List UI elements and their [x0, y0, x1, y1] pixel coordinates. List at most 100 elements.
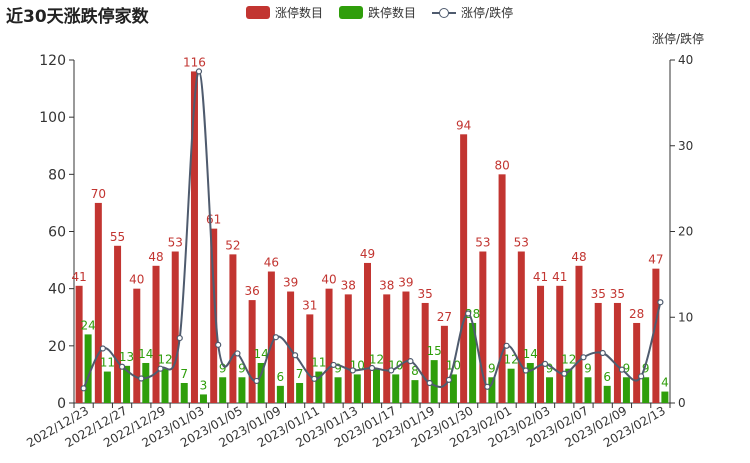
bar-up — [652, 268, 660, 403]
ratio-point — [80, 385, 87, 392]
bar-down-label: 7 — [180, 367, 188, 381]
ratio-point — [349, 367, 356, 374]
y-right-tick-label: 0 — [678, 396, 686, 410]
bar-down-label: 9 — [238, 361, 246, 375]
legend-item-ratio[interactable]: 涨停/跌停 — [432, 4, 513, 21]
bar-down-label: 12 — [503, 353, 518, 367]
bar-down-label: 9 — [546, 361, 554, 375]
ratio-point — [330, 361, 337, 369]
bar-down-label: 9 — [334, 361, 342, 375]
ratio-point — [234, 350, 241, 357]
bar-up — [229, 254, 237, 403]
bar-down — [219, 377, 227, 403]
bar-up-label: 46 — [264, 256, 279, 270]
bar-down-label: 11 — [311, 356, 326, 370]
y-left-tick-label: 120 — [39, 53, 66, 69]
ratio-point — [522, 367, 529, 374]
bar-up-label: 48 — [571, 250, 586, 264]
bar-up-label: 80 — [494, 158, 509, 172]
bar-up — [383, 294, 391, 403]
legend-item-down[interactable]: 跌停数目 — [339, 4, 416, 21]
bar-up-label: 94 — [456, 118, 471, 132]
bar-up — [537, 285, 545, 403]
right-axis-name: 涨停/跌停 — [651, 32, 704, 46]
bar-down-label: 11 — [100, 356, 115, 370]
bar-up-label: 40 — [129, 273, 144, 287]
y-right-tick-label: 20 — [678, 225, 693, 239]
y-right-tick-label: 30 — [678, 139, 693, 153]
ratio-point — [618, 366, 626, 373]
bar-down — [430, 360, 438, 403]
legend-swatch-down — [339, 6, 364, 19]
bar-down — [276, 385, 284, 403]
bar-down — [315, 371, 323, 403]
legend: 涨停数目 跌停数目 涨停/跌停 — [246, 4, 513, 21]
y-right-tick-label: 40 — [678, 53, 693, 67]
ratio-point — [561, 370, 568, 377]
bar-up — [421, 302, 429, 403]
ratio-point — [215, 341, 222, 348]
bar-down-label: 12 — [561, 353, 576, 367]
bar-up — [440, 325, 448, 403]
bar-down-label: 14 — [138, 347, 153, 361]
ratio-point — [388, 367, 395, 374]
ratio-point — [484, 383, 491, 390]
bar-up-label: 41 — [552, 270, 567, 284]
ratio-point — [638, 373, 645, 380]
bar-up — [498, 174, 506, 403]
bar-down — [353, 374, 361, 403]
bar-up — [287, 291, 295, 403]
bar-down-label: 6 — [277, 370, 285, 384]
bar-up — [517, 251, 525, 403]
bar-up-label: 28 — [629, 307, 644, 321]
bar-up — [613, 302, 621, 403]
bar-up — [210, 228, 218, 403]
ratio-point — [253, 377, 260, 385]
bar-up — [171, 251, 179, 403]
ratio-point — [541, 360, 549, 367]
chart-title: 近30天涨跌停家数 — [6, 7, 149, 27]
bar-up-label: 38 — [379, 278, 394, 292]
bar-up-label: 35 — [610, 287, 625, 301]
bar-up-label: 48 — [148, 250, 163, 264]
bar-down — [546, 377, 554, 403]
bar-up — [114, 245, 122, 403]
bar-down — [142, 362, 150, 403]
bar-up-label: 36 — [245, 284, 260, 298]
bar-up — [267, 271, 275, 403]
bar-down-label: 3 — [200, 378, 208, 392]
bar-down — [257, 362, 265, 403]
bar-up — [248, 300, 256, 403]
bar-up-label: 53 — [168, 236, 183, 250]
y-left-tick-label: 80 — [48, 167, 66, 183]
ratio-point — [176, 334, 183, 342]
bar-down — [526, 362, 534, 403]
y-left-tick-label: 60 — [48, 225, 66, 241]
bar-down-label: 14 — [254, 347, 269, 361]
ratio-point — [426, 379, 433, 387]
bar-down-label: 9 — [623, 361, 631, 375]
bar-up-label: 53 — [475, 236, 490, 250]
bar-down-label: 9 — [584, 361, 592, 375]
bar-down-label: 6 — [603, 370, 611, 384]
bar-down — [238, 377, 246, 403]
legend-item-up[interactable]: 涨停数目 — [246, 4, 323, 21]
bar-down — [507, 368, 515, 403]
bar-down-label: 14 — [523, 347, 538, 361]
bar-down-label: 12 — [157, 353, 172, 367]
bar-up-label: 39 — [283, 276, 298, 290]
legend-label-ratio: 涨停/跌停 — [461, 6, 514, 20]
bar-up-label: 31 — [302, 298, 317, 312]
bar-up — [94, 202, 102, 403]
ratio-point — [138, 375, 145, 382]
ratio-point — [368, 364, 376, 372]
bar-up-label: 35 — [591, 287, 606, 301]
bar-up-label: 116 — [183, 55, 206, 69]
bar-up — [306, 314, 314, 403]
y-left-tick-label: 40 — [48, 282, 66, 298]
ratio-point — [465, 310, 472, 317]
bar-down — [296, 382, 304, 403]
bar-up — [556, 285, 564, 403]
bar-up-label: 38 — [341, 278, 356, 292]
bar-up — [344, 294, 352, 403]
